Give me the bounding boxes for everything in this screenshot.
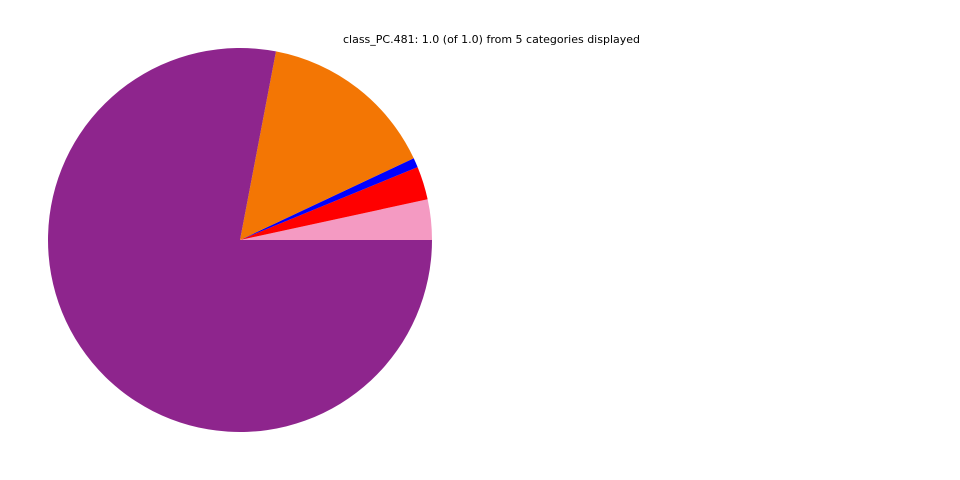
pie-slice-3 <box>240 158 418 240</box>
pie-slice-1 <box>240 199 432 240</box>
chart-title: class_PC.481: 1.0 (of 1.0) from 5 catego… <box>342 33 641 46</box>
pie-slice-5 <box>48 48 433 433</box>
pie-slice-4 <box>240 51 414 240</box>
pie-slice-2 <box>240 167 428 240</box>
pie-slices <box>48 48 433 433</box>
